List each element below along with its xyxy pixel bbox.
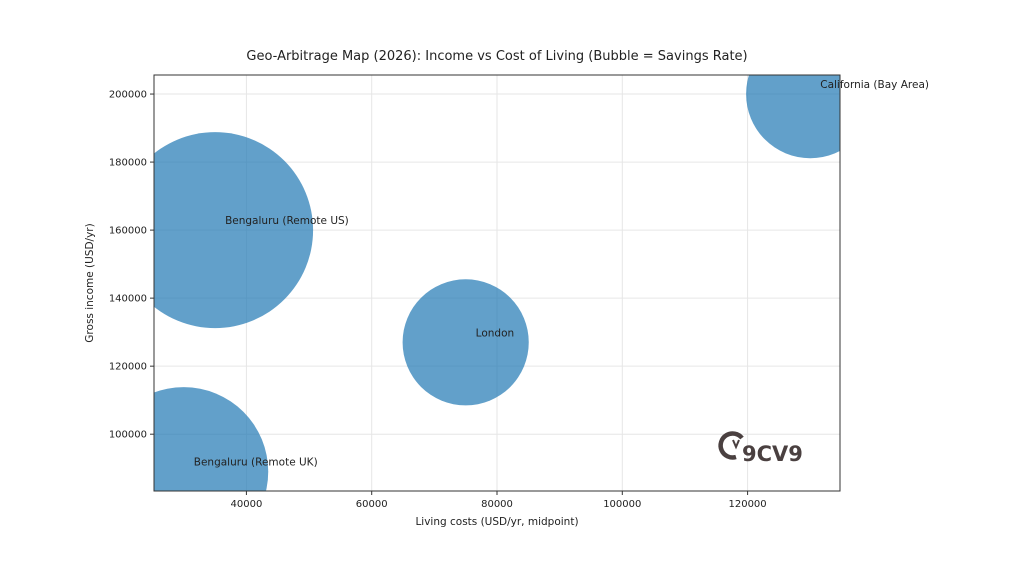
x-tick-label: 80000 bbox=[481, 499, 513, 510]
x-tick-label: 120000 bbox=[728, 499, 766, 510]
watermark-logo: 9CV9 bbox=[718, 431, 803, 466]
bubble bbox=[154, 132, 314, 329]
x-tick-label: 60000 bbox=[356, 499, 388, 510]
bubble bbox=[746, 75, 840, 159]
point-labels: California (Bay Area) Bengaluru (Remote U… bbox=[194, 79, 929, 469]
y-tick-label: 120000 bbox=[109, 362, 147, 373]
y-tick-label: 140000 bbox=[109, 294, 147, 305]
point-label: London bbox=[476, 327, 514, 339]
bubble bbox=[402, 279, 529, 406]
chart-title: Geo-Arbitrage Map (2026): Income vs Cost… bbox=[246, 49, 747, 64]
y-axis-label: Gross income (USD/yr) bbox=[84, 223, 96, 342]
watermark-text: 9CV9 bbox=[742, 442, 803, 466]
x-axis-label: Living costs (USD/yr, midpoint) bbox=[415, 516, 578, 528]
point-label: Bengaluru (Remote US) bbox=[225, 215, 349, 227]
x-tick-label: 100000 bbox=[603, 499, 641, 510]
x-tick-label: 40000 bbox=[231, 499, 263, 510]
point-label: Bengaluru (Remote UK) bbox=[194, 457, 318, 469]
y-tick-label: 160000 bbox=[109, 226, 147, 237]
y-tick-label: 100000 bbox=[109, 430, 147, 441]
point-label: California (Bay Area) bbox=[820, 79, 929, 91]
ticks: 40000 60000 80000 100000 120000 100000 120000 1… bbox=[109, 90, 767, 510]
y-tick-label: 180000 bbox=[109, 158, 147, 169]
bubble bbox=[154, 387, 269, 491]
y-tick-label: 200000 bbox=[109, 90, 147, 101]
bubbles bbox=[154, 75, 840, 491]
9cv9-logo-icon bbox=[718, 431, 744, 460]
grid bbox=[154, 75, 840, 491]
